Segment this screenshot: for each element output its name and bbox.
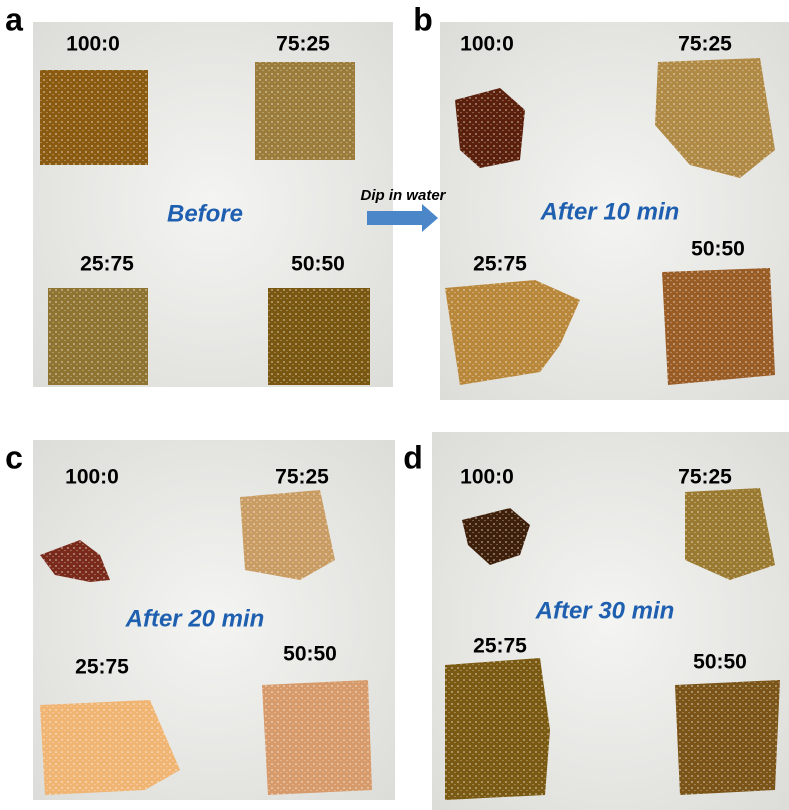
- sample-label: 75:25: [276, 33, 330, 56]
- film-texture: [445, 658, 550, 800]
- arrow: [367, 204, 438, 232]
- film-texture: [48, 288, 148, 385]
- film-texture: [40, 540, 110, 582]
- sample-label: 50:50: [291, 253, 345, 276]
- sample-label: 100:0: [460, 33, 514, 56]
- film-texture: [455, 88, 525, 168]
- sample-label: 25:75: [473, 635, 527, 658]
- panel: 100:0 75:25 25:75 50:50 a Before: [5, 1, 393, 387]
- film-texture: [462, 508, 530, 565]
- sample-label: 75:25: [678, 466, 732, 489]
- sample-label: 50:50: [693, 651, 747, 674]
- panel: 100:0 75:25 25:75 50:50 d After 30 min: [403, 432, 789, 810]
- panels: 100:0 75:25 25:75 50:50 a Before 100:0 75:25 25:…: [5, 1, 789, 810]
- panel-letter: d: [403, 439, 423, 475]
- arrow-label: Dip in water: [360, 187, 446, 204]
- stage-label: After 30 min: [535, 597, 675, 624]
- film-texture: [255, 62, 355, 160]
- panel-letter: a: [5, 1, 23, 37]
- film-texture: [240, 490, 335, 580]
- sample-label: 75:25: [678, 33, 732, 56]
- panel: 100:0 75:25 25:75 50:50 b After 10 min: [413, 1, 789, 400]
- sample-label: 50:50: [283, 643, 337, 666]
- sample-label: 50:50: [691, 238, 745, 261]
- film-texture: [685, 488, 775, 580]
- sample-label: 100:0: [65, 466, 119, 489]
- panel-letter: b: [413, 1, 433, 37]
- film-texture: [655, 58, 775, 178]
- sample-label: 100:0: [460, 466, 514, 489]
- sample-label: 25:75: [75, 656, 129, 679]
- stage-label: After 20 min: [125, 605, 265, 632]
- film-texture: [662, 268, 775, 385]
- film-texture: [40, 700, 180, 795]
- stage-label: Before: [167, 200, 243, 227]
- panel-letter: c: [5, 439, 23, 475]
- film-texture: [445, 280, 580, 385]
- film-texture: [675, 680, 780, 795]
- panel: 100:0 75:25 25:75 50:50 c After 20 min: [5, 439, 395, 800]
- sample-label: 75:25: [275, 466, 329, 489]
- film-texture: [262, 680, 372, 795]
- film-texture: [268, 288, 370, 385]
- film-texture: [40, 70, 148, 165]
- sample-label: 25:75: [80, 253, 134, 276]
- stage-label: After 10 min: [540, 198, 680, 225]
- sample-label: 25:75: [473, 253, 527, 276]
- sample-label: 100:0: [66, 33, 120, 56]
